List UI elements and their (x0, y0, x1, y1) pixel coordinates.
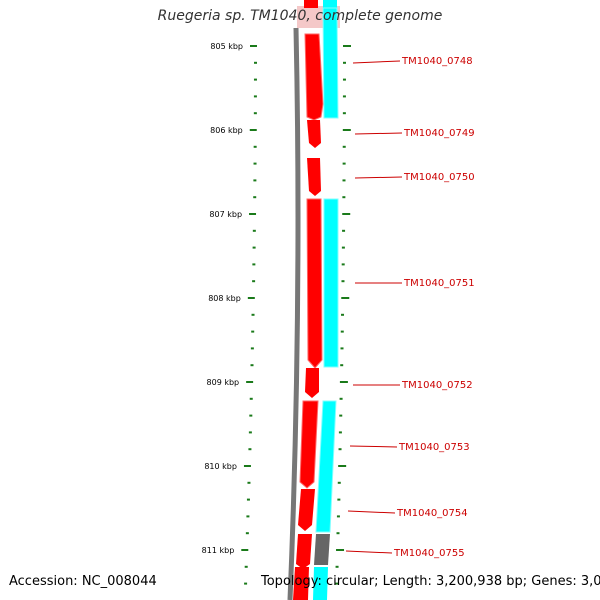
gene-label[interactable]: TM1040_0752 (401, 380, 473, 391)
scale-right (335, 45, 351, 585)
scale-label: 807 kbp (209, 210, 242, 219)
cds-0756[interactable] (313, 567, 328, 600)
gene-arrow-0755[interactable] (296, 534, 312, 569)
gene-arrow-0750[interactable] (307, 158, 321, 196)
scale-label: 810 kbp (204, 462, 237, 471)
gene-track (293, 0, 339, 600)
genome-backbone-arc (287, 27, 301, 600)
gene-label[interactable]: TM1040_0749 (403, 128, 475, 139)
scale-label: 805 kbp (210, 42, 243, 51)
gene-arrow-0751[interactable] (306, 198, 323, 369)
gene-arrow-0747[interactable] (304, 0, 318, 8)
gene-arrow-0749[interactable] (307, 120, 321, 148)
gene-label[interactable]: TM1040_0750 (403, 172, 475, 183)
gene-label[interactable]: TM1040_0748 (401, 56, 473, 67)
gene-leader-line (345, 550, 393, 554)
accession-text: Accession: NC_008044 (9, 574, 157, 589)
topology-text: Topology: circular; Length: 3,200,938 bp… (261, 574, 600, 589)
scale-labels: 805 kbp 806 kbp 807 kbp 808 kbp 809 kbp 810 k… (202, 42, 243, 555)
cds-0753[interactable] (315, 400, 337, 533)
gene-labels: TM1040_0748 TM1040_0749 TM1040_0750 TM1040_… (345, 56, 475, 559)
scale-left (241, 45, 257, 585)
cds-0751[interactable] (323, 198, 339, 368)
gene-arrow-0753[interactable] (299, 400, 319, 489)
gene-arrow-0754[interactable] (298, 489, 315, 531)
gene-leader-line (354, 176, 403, 179)
gene-label[interactable]: TM1040_0755 (393, 548, 465, 559)
gene-arrow-0748[interactable] (304, 33, 324, 121)
scale-label: 806 kbp (210, 126, 243, 135)
scale-label: 811 kbp (202, 546, 235, 555)
gene-label[interactable]: TM1040_0751 (403, 278, 475, 289)
gene-label[interactable]: TM1040_0754 (396, 508, 468, 519)
gene-leader-line (349, 445, 398, 448)
gray-feature-0755[interactable] (314, 534, 330, 565)
gene-leader-line (354, 132, 403, 135)
gene-leader-line (347, 510, 396, 514)
page-title: Ruegeria sp. TM1040, complete genome (157, 8, 443, 24)
gene-arrow-0752[interactable] (305, 368, 319, 398)
gene-label[interactable]: TM1040_0753 (398, 442, 470, 453)
scale-label: 808 kbp (208, 294, 241, 303)
cds-0748[interactable] (322, 7, 339, 119)
gene-arrow-0756[interactable] (293, 567, 309, 600)
scale-label: 809 kbp (207, 378, 240, 387)
gene-leader-line (352, 60, 401, 64)
cds-0747[interactable] (323, 0, 337, 8)
